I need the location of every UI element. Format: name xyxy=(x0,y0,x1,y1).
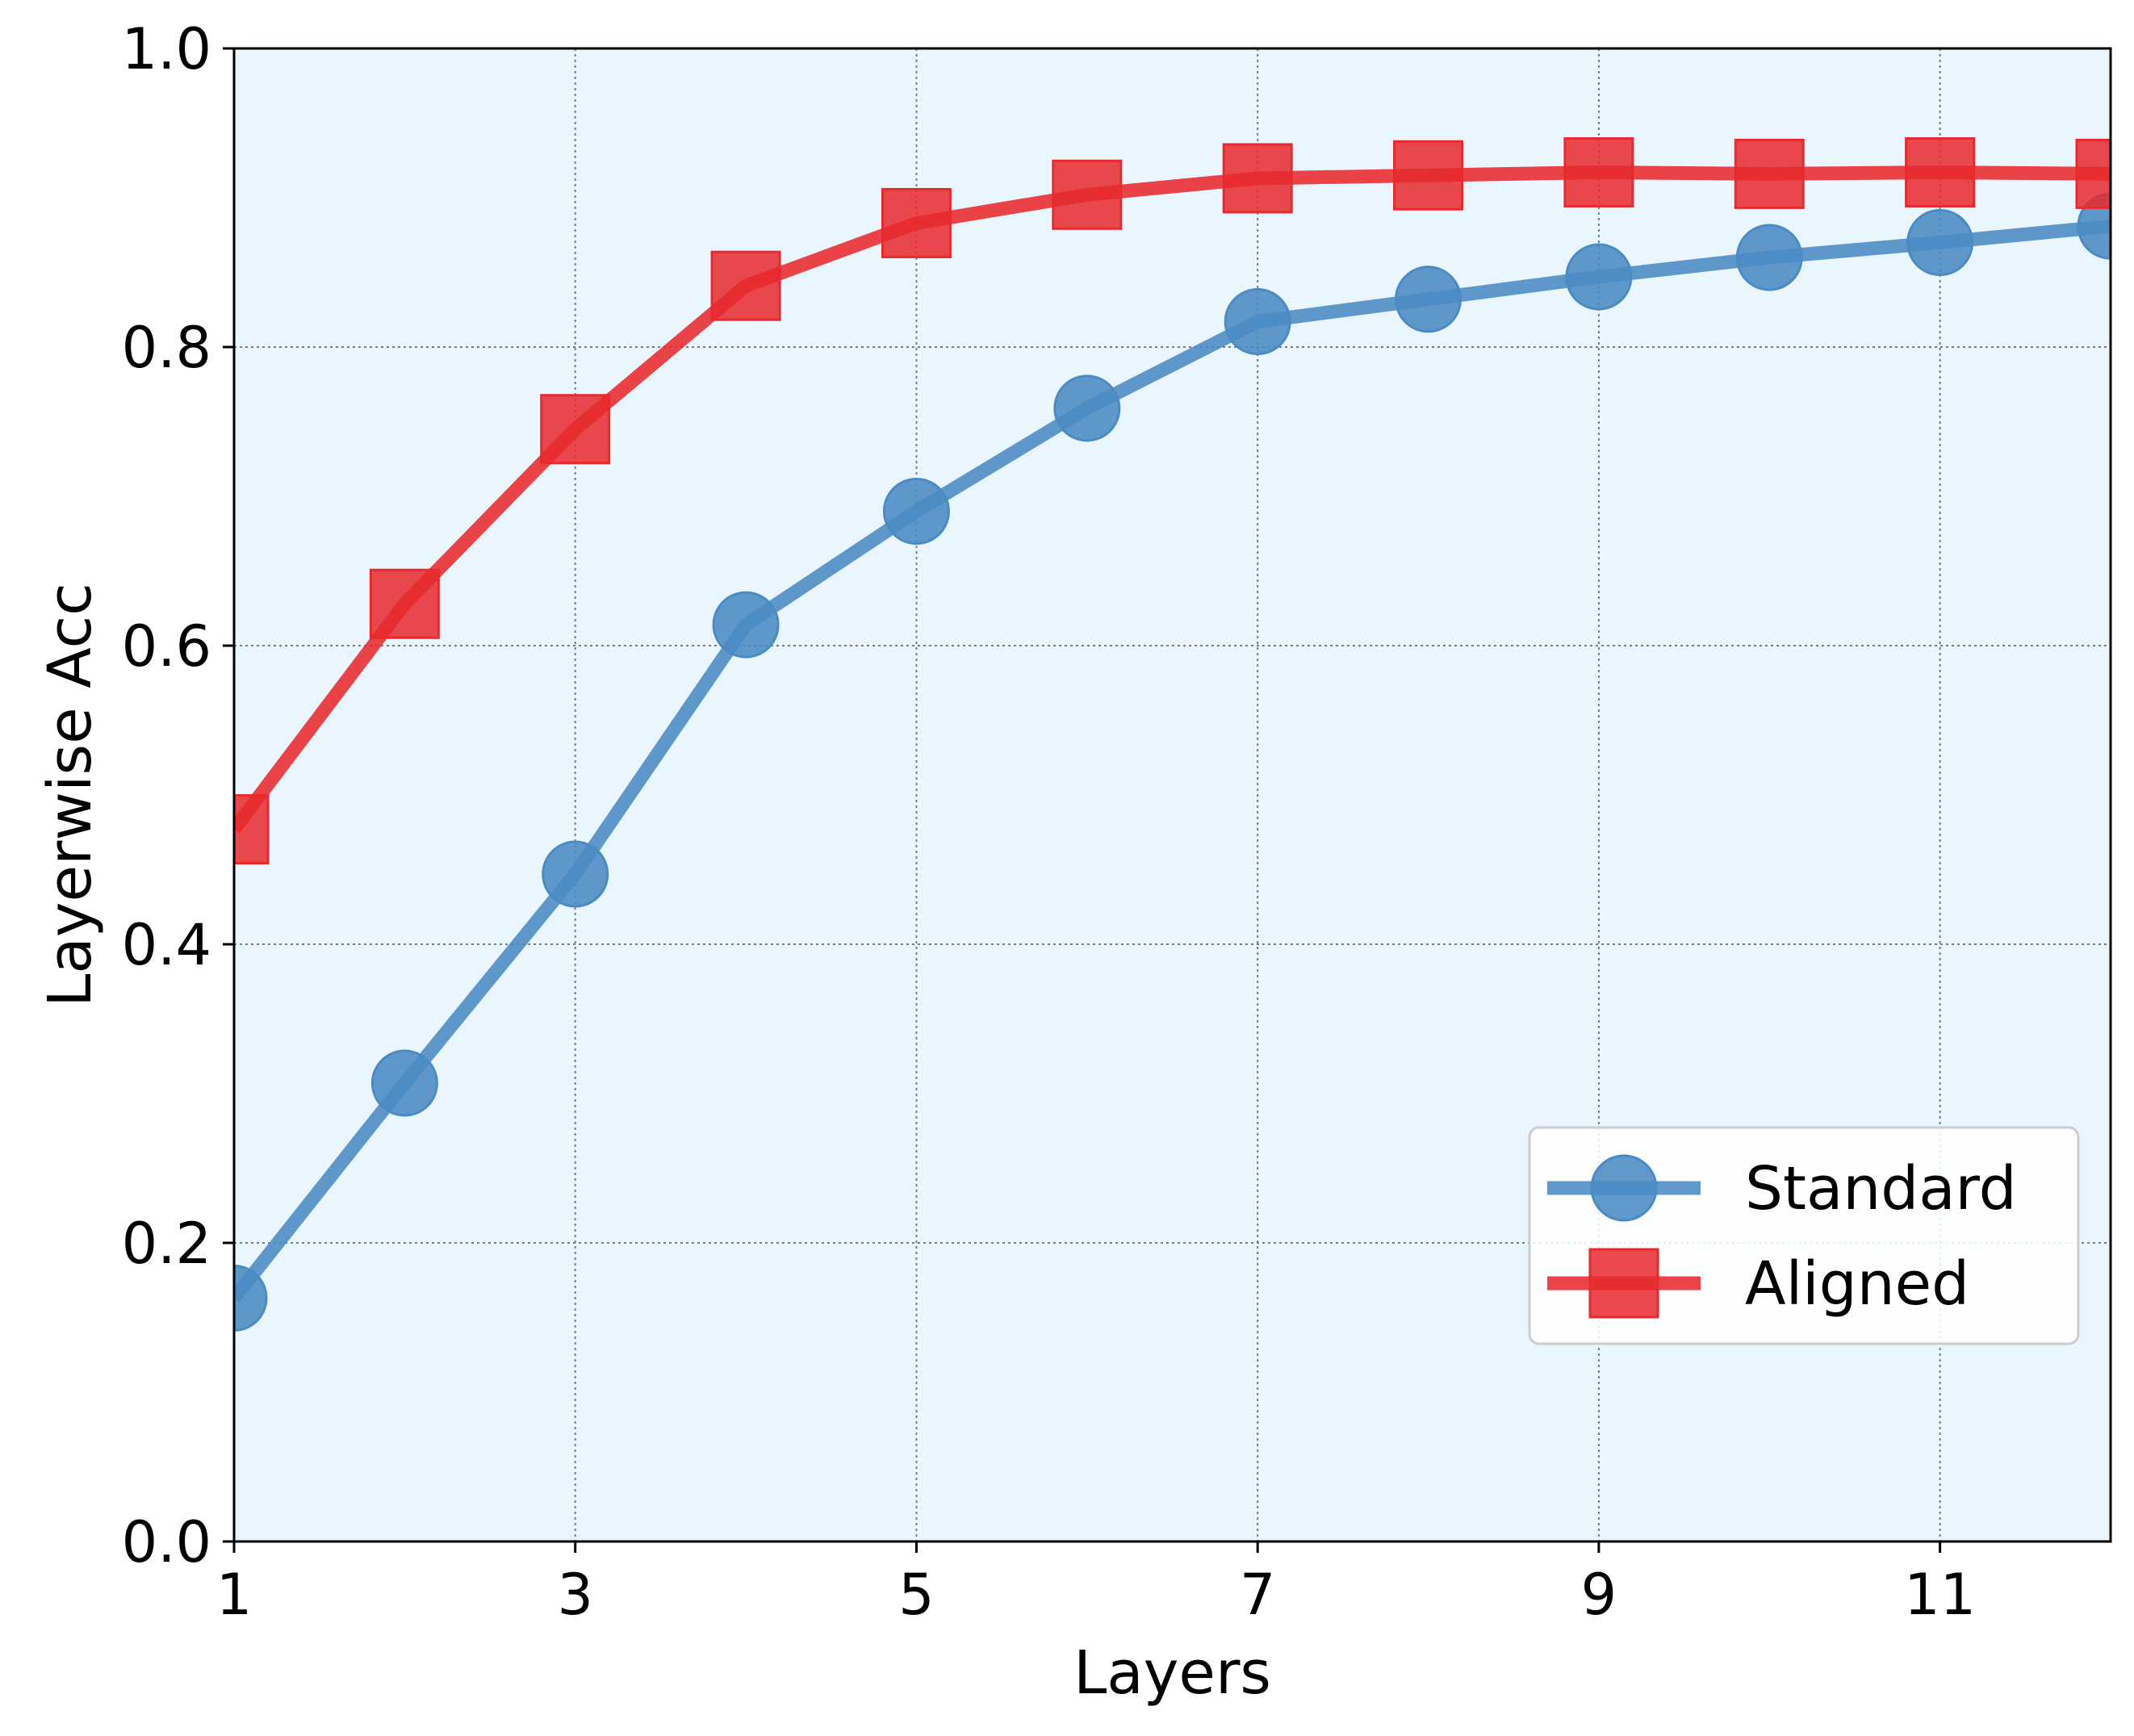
y-tick-label: 0.4 xyxy=(122,912,211,978)
data-point-standard xyxy=(2077,192,2111,260)
data-point-standard xyxy=(1565,243,1633,311)
data-point-standard xyxy=(370,1049,438,1117)
x-tick-label: 11 xyxy=(1904,1562,1976,1628)
legend: Standard Aligned xyxy=(1528,1126,2080,1345)
legend-item-aligned: Aligned xyxy=(1547,1248,1969,1319)
data-point-aligned xyxy=(1563,137,1634,208)
data-point-standard xyxy=(1053,374,1121,442)
x-tick-label: 9 xyxy=(1581,1562,1617,1628)
data-point-aligned xyxy=(1052,159,1123,230)
data-point-standard xyxy=(234,1264,268,1332)
y-tick-label: 0.8 xyxy=(122,315,211,381)
x-axis: 1 3 5 7 9 11 xyxy=(216,1541,1976,1628)
y-tick-label: 0.6 xyxy=(122,613,211,680)
data-point-aligned xyxy=(2075,138,2111,209)
data-point-standard xyxy=(1735,224,1803,291)
y-axis: 0.0 0.2 0.4 0.6 0.8 1.0 xyxy=(122,16,234,1575)
legend-item-standard: Standard xyxy=(1547,1154,2017,1224)
legend-label: Standard xyxy=(1745,1154,2017,1224)
data-point-standard xyxy=(712,591,780,659)
x-tick-label: 7 xyxy=(1240,1562,1276,1628)
legend-marker xyxy=(1588,1248,1659,1319)
x-tick-label: 1 xyxy=(216,1562,253,1628)
data-point-standard xyxy=(1906,209,1974,276)
data-point-standard xyxy=(882,478,950,545)
x-tick-label: 5 xyxy=(898,1562,935,1628)
y-axis-label: Layerwise Acc xyxy=(36,583,105,1007)
data-point-aligned xyxy=(369,568,440,639)
x-axis-label: Layers xyxy=(1073,1638,1271,1708)
y-tick-label: 0.0 xyxy=(122,1509,211,1575)
data-point-aligned xyxy=(1905,137,1976,208)
data-point-aligned xyxy=(1393,140,1464,211)
data-point-standard xyxy=(1395,266,1462,333)
legend-label: Aligned xyxy=(1745,1249,1969,1319)
legend-marker xyxy=(1590,1154,1658,1222)
data-point-aligned xyxy=(540,394,611,465)
data-point-aligned xyxy=(1222,143,1293,214)
data-point-aligned xyxy=(1734,138,1805,209)
series-aligned xyxy=(234,137,2111,865)
data-point-aligned xyxy=(710,250,781,321)
plot-frame xyxy=(232,47,2112,1543)
data-point-aligned xyxy=(234,794,270,865)
y-tick-label: 0.2 xyxy=(122,1211,211,1277)
data-point-aligned xyxy=(881,187,952,258)
x-tick-label: 3 xyxy=(557,1562,593,1628)
y-tick-label: 1.0 xyxy=(122,16,211,82)
series-group xyxy=(234,137,2111,1332)
data-point-standard xyxy=(1224,288,1291,356)
data-point-standard xyxy=(542,840,609,908)
series-standard xyxy=(234,192,2111,1332)
